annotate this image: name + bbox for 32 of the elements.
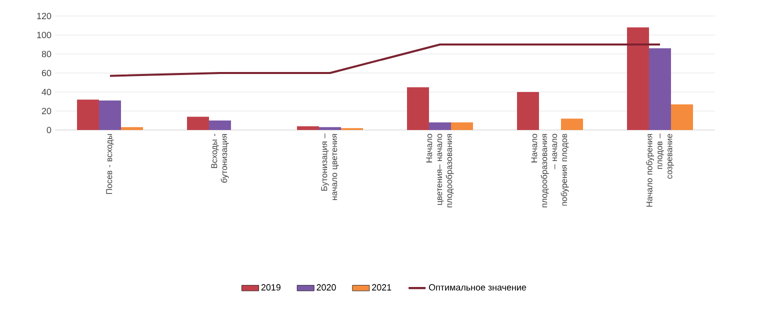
y-tick-label: 0 xyxy=(46,126,52,134)
legend-label: 2020 xyxy=(316,284,336,291)
y-tick-label: 80 xyxy=(42,50,52,58)
bar xyxy=(99,100,121,130)
bar xyxy=(187,116,209,130)
x-tick-label: Начало побурения плодов – созревание xyxy=(646,134,674,207)
bar xyxy=(517,92,539,130)
x-tick-label: Всходы - бутонизация xyxy=(211,134,229,183)
bar xyxy=(319,127,341,130)
bar xyxy=(121,127,143,130)
bar xyxy=(671,104,693,130)
y-tick-label: 100 xyxy=(37,32,52,38)
bar xyxy=(297,126,319,130)
bar xyxy=(407,87,429,130)
x-tick-label: Бутонизация – начало цветения xyxy=(321,134,339,200)
bar xyxy=(627,27,649,130)
bar xyxy=(649,48,671,130)
bar xyxy=(429,122,451,130)
bar xyxy=(561,118,583,130)
bar xyxy=(209,120,231,130)
x-tick-label: Начало плодообразования – начало побурения плодов xyxy=(531,134,569,208)
legend-label: Оптимальное значение xyxy=(428,284,526,291)
y-tick-label: 40 xyxy=(42,88,52,96)
legend-label: 2021 xyxy=(372,284,392,291)
y-tick-label: 60 xyxy=(42,70,52,76)
y-tick-label: 120 xyxy=(37,12,52,20)
bar xyxy=(77,100,99,130)
x-tick-label: Посев - всходы xyxy=(106,134,114,194)
x-tick-label: Начало цветения– начало плодообразования xyxy=(426,134,454,208)
legend-label: 2019 xyxy=(261,284,280,291)
bar xyxy=(451,122,473,130)
y-tick-label: 20 xyxy=(42,108,52,114)
